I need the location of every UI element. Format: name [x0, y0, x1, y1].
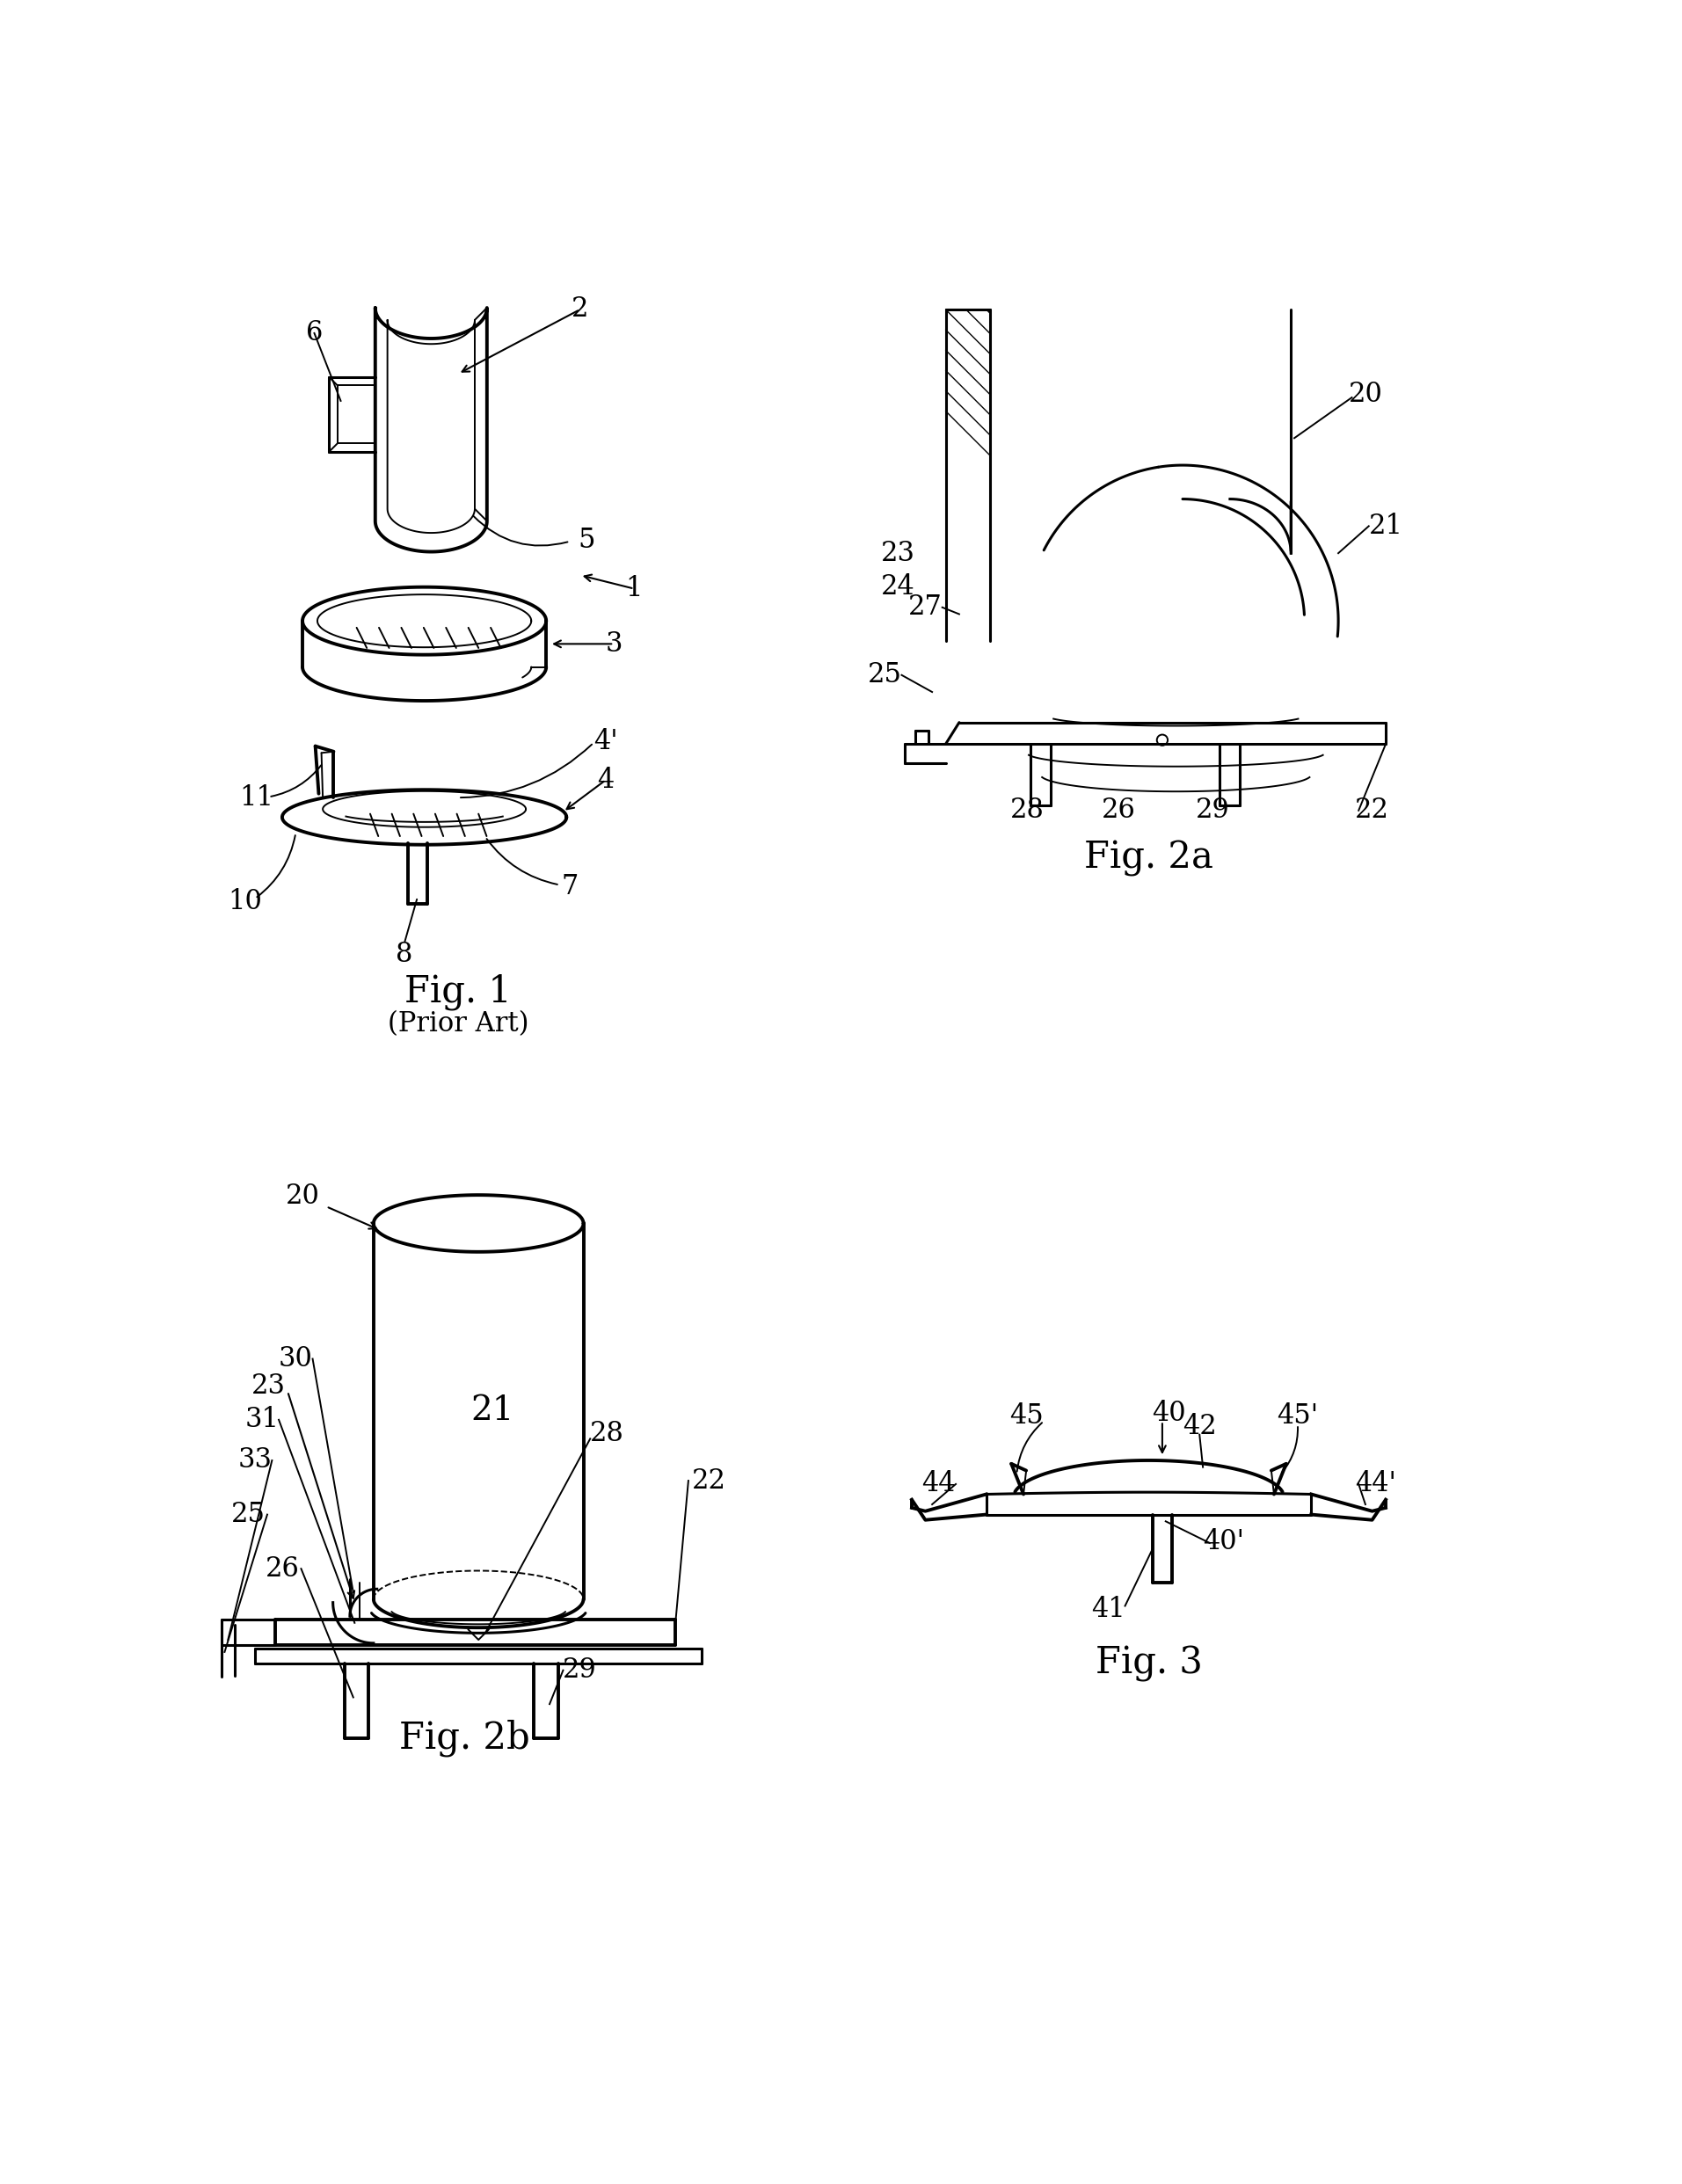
Text: 44': 44' [1356, 1470, 1396, 1498]
Text: 22: 22 [1356, 797, 1389, 823]
Text: 23: 23 [881, 539, 915, 568]
Text: 42: 42 [1182, 1413, 1216, 1439]
Text: 27: 27 [908, 594, 942, 620]
Text: 5: 5 [579, 526, 595, 553]
Text: 3: 3 [606, 631, 622, 657]
Text: 11: 11 [239, 784, 274, 812]
Text: 31: 31 [244, 1406, 279, 1433]
Text: 6: 6 [306, 319, 323, 347]
Text: 21: 21 [1369, 513, 1403, 539]
Text: 23: 23 [252, 1372, 286, 1400]
Text: (Prior Art): (Prior Art) [387, 1011, 528, 1037]
Text: Fig. 2a: Fig. 2a [1085, 839, 1213, 876]
Text: 8: 8 [395, 941, 412, 968]
Text: 45: 45 [1009, 1402, 1045, 1431]
Text: 40: 40 [1152, 1400, 1186, 1426]
Text: 44: 44 [922, 1470, 955, 1498]
Text: 33: 33 [237, 1446, 272, 1474]
Text: 25: 25 [230, 1500, 266, 1529]
Text: 45': 45' [1277, 1402, 1319, 1431]
Text: 28: 28 [590, 1420, 624, 1448]
Text: 22: 22 [691, 1468, 727, 1494]
Text: 41: 41 [1092, 1597, 1125, 1623]
Text: 4': 4' [594, 727, 617, 756]
Text: 28: 28 [1009, 797, 1045, 823]
Text: 40': 40' [1203, 1529, 1245, 1555]
Text: 20: 20 [1349, 380, 1383, 408]
Text: 24: 24 [881, 574, 915, 601]
Text: Fig. 2b: Fig. 2b [400, 1719, 530, 1756]
Text: 26: 26 [266, 1555, 299, 1583]
Text: 30: 30 [279, 1345, 313, 1372]
Text: 25: 25 [868, 662, 902, 688]
Text: Fig. 1: Fig. 1 [405, 974, 511, 1011]
Text: 21: 21 [471, 1396, 513, 1426]
Text: 7: 7 [562, 874, 579, 900]
Text: Fig. 3: Fig. 3 [1095, 1645, 1203, 1682]
Text: 10: 10 [227, 889, 262, 915]
Text: 1: 1 [626, 574, 643, 603]
Text: 20: 20 [286, 1184, 320, 1210]
Text: 2: 2 [572, 295, 589, 323]
Text: 29: 29 [1196, 797, 1230, 823]
Text: 29: 29 [563, 1658, 597, 1684]
Text: 4: 4 [597, 767, 614, 793]
Text: 26: 26 [1102, 797, 1135, 823]
